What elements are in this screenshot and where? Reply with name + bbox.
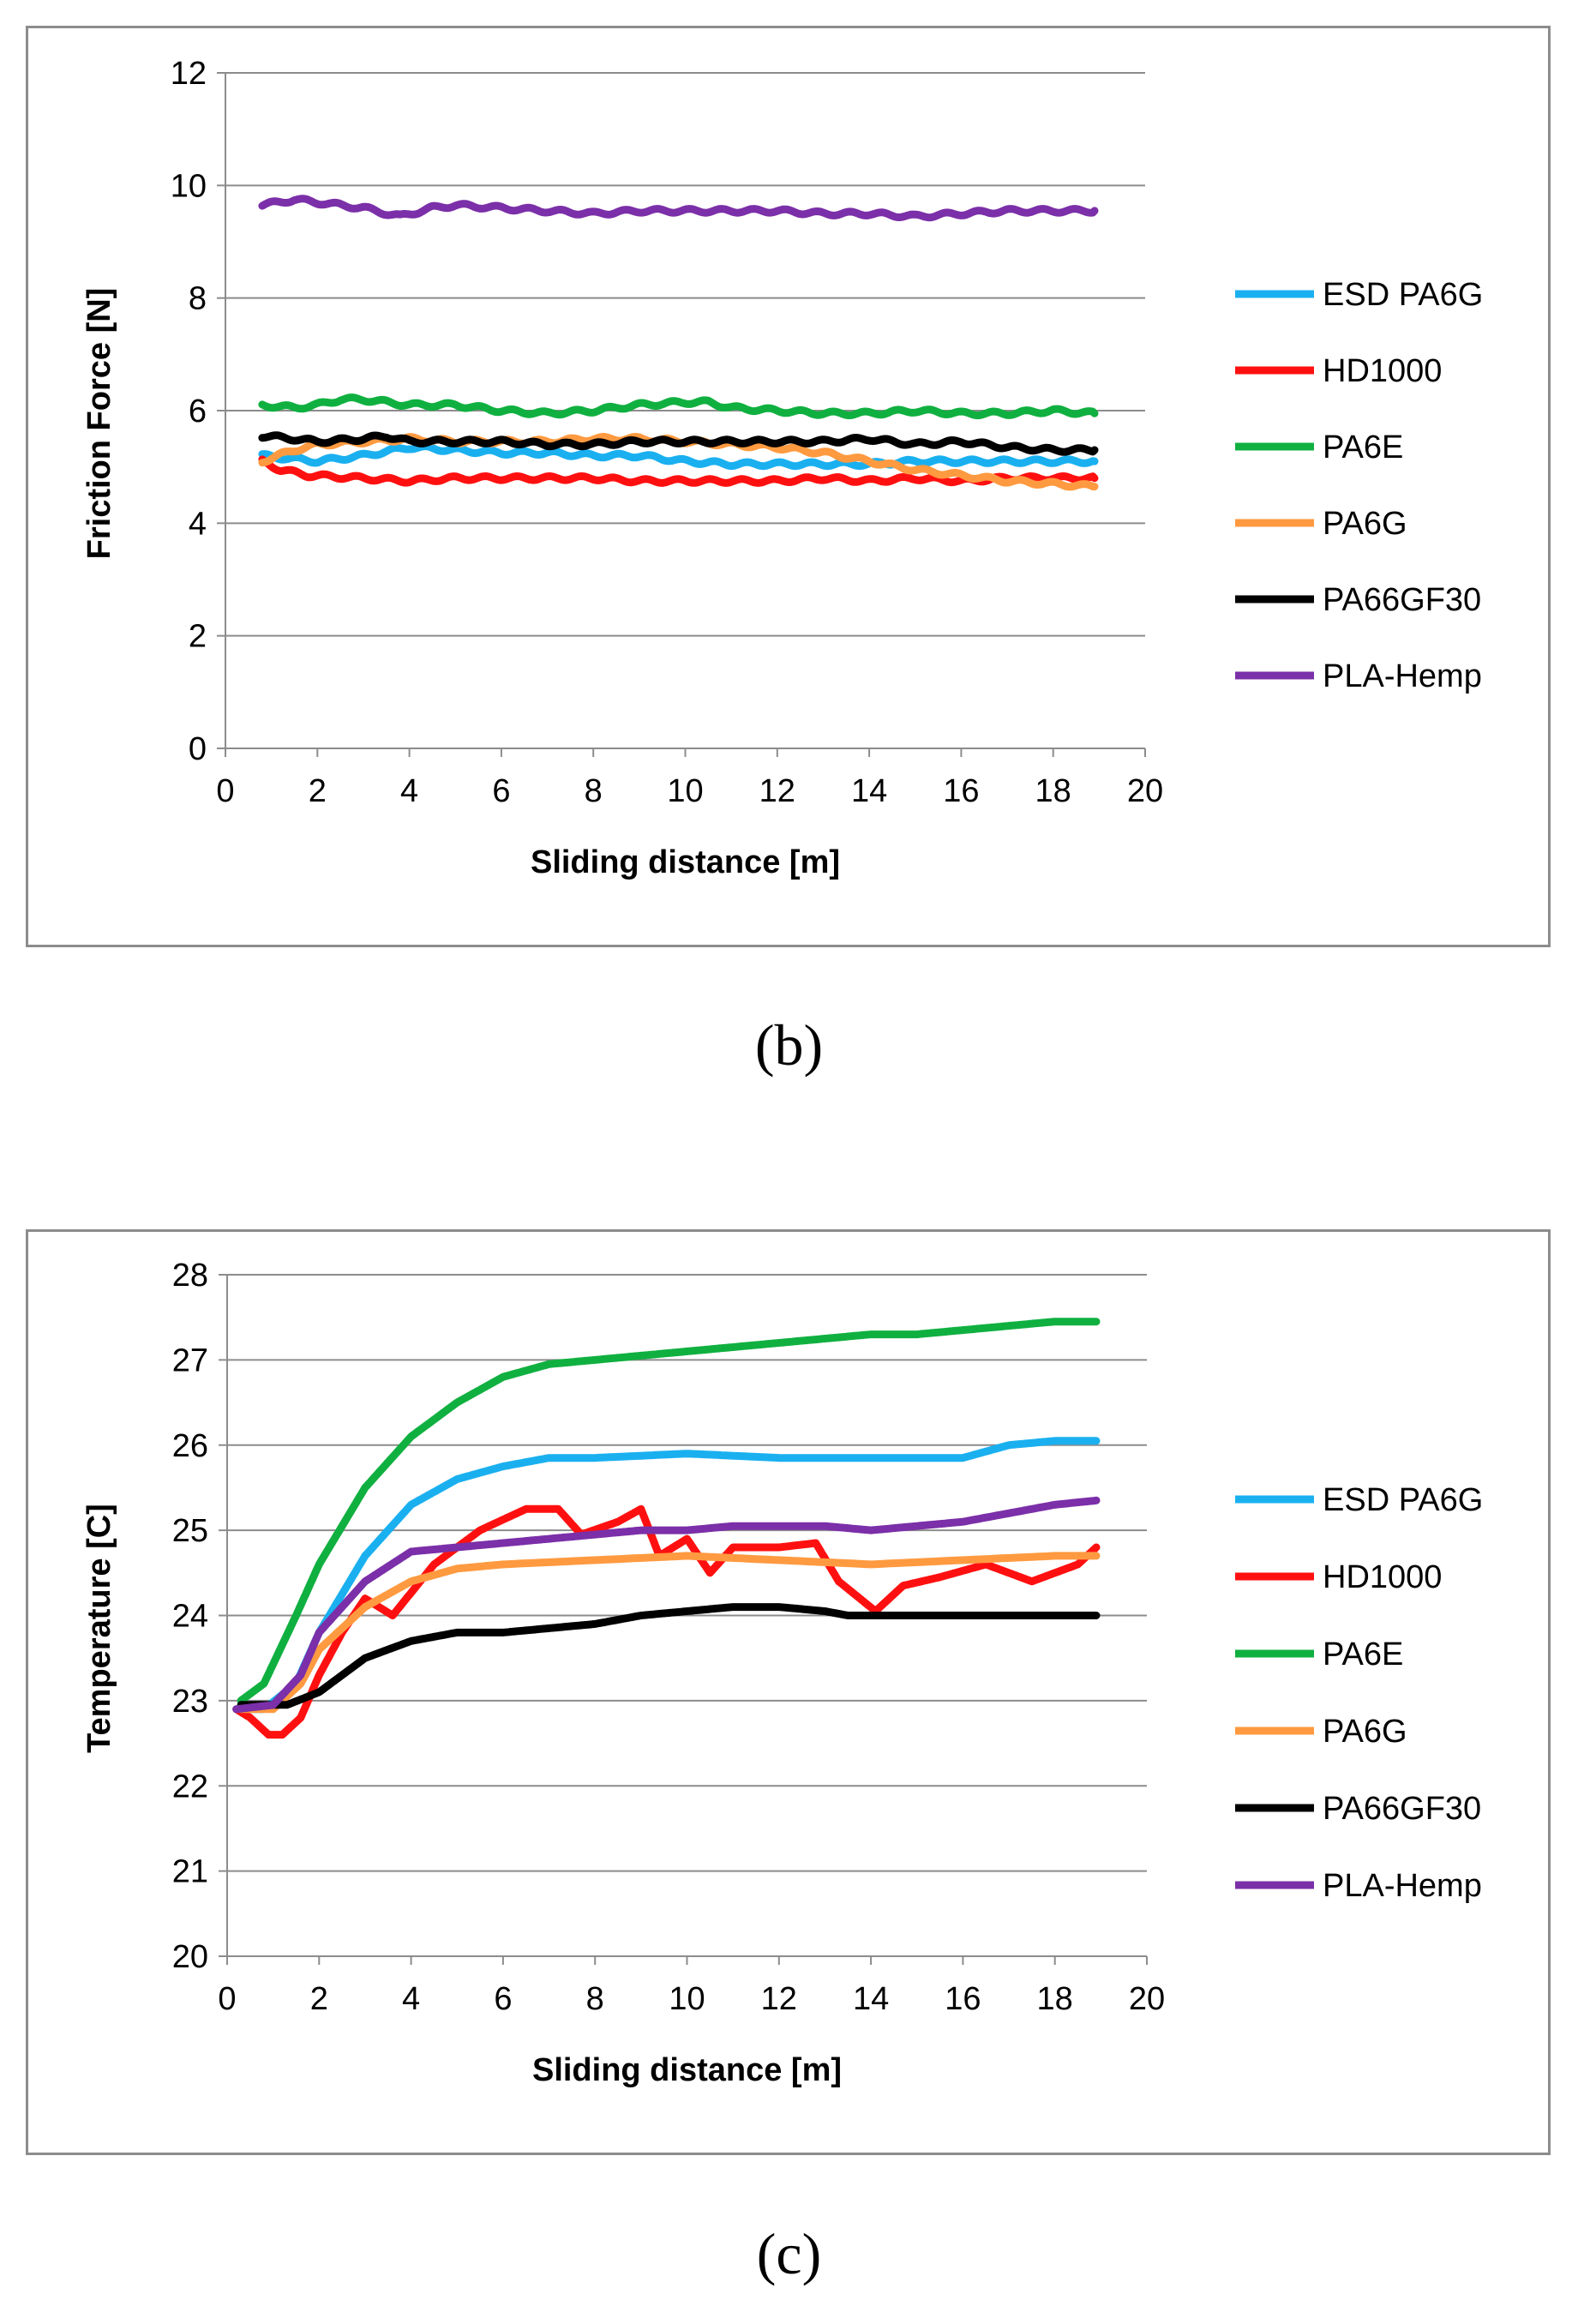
legend-label: PA6G xyxy=(1323,1714,1407,1750)
x-tick-label: 0 xyxy=(216,773,234,809)
y-tick-label: 4 xyxy=(189,506,207,542)
y-tick-label: 0 xyxy=(189,731,207,767)
legend-label: HD1000 xyxy=(1323,1559,1442,1595)
y-tick-label: 6 xyxy=(189,393,207,429)
y-tick-label: 2 xyxy=(189,619,207,655)
x-tick-label: 0 xyxy=(218,1981,236,2017)
y-axis-title: Friction Force [N] xyxy=(81,288,117,560)
caption-c: (c) xyxy=(756,2221,822,2286)
x-tick-label: 12 xyxy=(759,773,795,809)
y-tick-label: 25 xyxy=(172,1513,208,1549)
x-axis-title: Sliding distance [m] xyxy=(531,844,840,880)
legend-label: PA66GF30 xyxy=(1323,1791,1481,1827)
y-tick-label: 10 xyxy=(171,168,207,204)
y-tick-label: 22 xyxy=(172,1769,208,1805)
x-tick-label: 6 xyxy=(494,1981,512,2017)
x-tick-label: 16 xyxy=(943,773,979,809)
y-tick-label: 21 xyxy=(172,1854,208,1890)
series-line-pa6e xyxy=(258,393,1099,420)
x-tick-label: 10 xyxy=(667,773,703,809)
series-line-pa6e xyxy=(237,1318,1101,1705)
legend-label: ESD PA6G xyxy=(1323,277,1483,313)
friction-force-chart-panel: 0 2 4 6 8 10 12 0 2 4 6 8 10 12 14 16 18 20 Sliding distan… xyxy=(26,26,1551,947)
x-tick-label: 12 xyxy=(761,1981,797,2017)
legend-label: PLA-Hemp xyxy=(1323,1868,1482,1904)
series-line-pla-hemp xyxy=(258,195,1099,222)
x-tick-label: 14 xyxy=(851,773,887,809)
series-line-hd1000 xyxy=(232,1504,1101,1739)
y-tick-label: 24 xyxy=(172,1599,208,1635)
series-line-pa66gf30 xyxy=(258,431,1099,456)
x-tick-label: 18 xyxy=(1037,1981,1073,2017)
x-tick-label: 14 xyxy=(853,1981,889,2017)
x-tick-label: 18 xyxy=(1035,773,1071,809)
x-axis-title: Sliding distance [m] xyxy=(532,2052,842,2088)
y-tick-label: 20 xyxy=(172,1939,208,1975)
y-tick-label: 23 xyxy=(172,1684,208,1720)
series-line-esd-pa6g xyxy=(232,1437,1101,1714)
series-line-pa66gf30 xyxy=(237,1603,1101,1709)
y-tick-label: 12 xyxy=(171,56,207,92)
x-tick-label: 8 xyxy=(585,773,603,809)
y-tick-label: 27 xyxy=(172,1342,208,1378)
x-tick-label: 6 xyxy=(492,773,510,809)
y-tick-label: 28 xyxy=(172,1258,208,1294)
x-tick-label: 20 xyxy=(1127,773,1163,809)
y-tick-label: 26 xyxy=(172,1428,208,1464)
legend-label: PA66GF30 xyxy=(1323,582,1481,618)
x-tick-label: 20 xyxy=(1129,1981,1165,2017)
x-tick-label: 4 xyxy=(402,1981,420,2017)
x-tick-label: 16 xyxy=(945,1981,981,2017)
legend-label: HD1000 xyxy=(1323,353,1442,389)
x-tick-label: 8 xyxy=(586,1981,604,2017)
y-tick-label: 8 xyxy=(189,281,207,317)
legend-label: ESD PA6G xyxy=(1323,1482,1483,1518)
x-tick-label: 4 xyxy=(400,773,418,809)
series-line-pa6g xyxy=(237,1552,1101,1714)
legend-label: PA6E xyxy=(1323,1636,1403,1672)
legend-label: PA6E xyxy=(1323,429,1403,465)
temperature-chart-panel: 20 21 22 23 24 25 26 27 28 0 2 4 6 8 10 12 14 16 18 20 Slidi… xyxy=(26,1229,1551,2155)
series-line-pla-hemp xyxy=(232,1496,1101,1714)
x-tick-label: 2 xyxy=(310,1981,328,2017)
caption-b: (b) xyxy=(754,1012,824,1078)
legend-label: PA6G xyxy=(1323,506,1407,542)
friction-force-chart: 0 2 4 6 8 10 12 0 2 4 6 8 10 12 14 16 18 20 Sliding distan… xyxy=(81,56,1483,880)
x-tick-label: 2 xyxy=(309,773,327,809)
legend-label: PLA-Hemp xyxy=(1323,658,1482,694)
y-axis-title: Temperature [C] xyxy=(81,1504,117,1753)
series-line-hd1000 xyxy=(258,455,1099,487)
series-line-esd-pa6g xyxy=(258,442,1099,471)
x-tick-label: 10 xyxy=(669,1981,705,2017)
